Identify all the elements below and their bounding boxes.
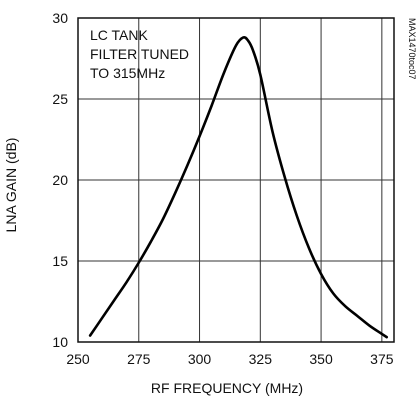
x-tick-labels: 250 275 300 325 350 375: [66, 351, 393, 367]
x-tick-label: 325: [249, 351, 273, 367]
y-tick-label: 15: [52, 253, 68, 269]
plot-frame: [77, 17, 395, 343]
x-tick-label: 250: [66, 351, 90, 367]
annotation-line-1: LC TANK: [90, 27, 148, 43]
x-tick-label: 300: [188, 351, 212, 367]
figure-code: MAX1470toc07: [407, 18, 417, 80]
annotation-line-2: FILTER TUNED: [90, 46, 189, 62]
y-tick-label: 20: [52, 172, 68, 188]
x-tick-label: 350: [309, 351, 333, 367]
y-axis-title: LNA GAIN (dB): [3, 138, 19, 233]
series-layer: [88, 35, 389, 339]
plot-border: [77, 17, 395, 343]
y-tick-label: 10: [52, 334, 68, 350]
y-tick-labels: 10 15 20 25 30: [52, 10, 68, 350]
annotation-line-3: TO 315MHz: [90, 65, 165, 81]
y-tick-label: 30: [52, 10, 68, 26]
x-tick-label: 375: [370, 351, 394, 367]
x-tick-label: 275: [127, 351, 151, 367]
gain-curve: [88, 35, 389, 339]
x-axis-title: RF FREQUENCY (MHz): [151, 380, 303, 396]
y-tick-label: 25: [52, 91, 68, 107]
